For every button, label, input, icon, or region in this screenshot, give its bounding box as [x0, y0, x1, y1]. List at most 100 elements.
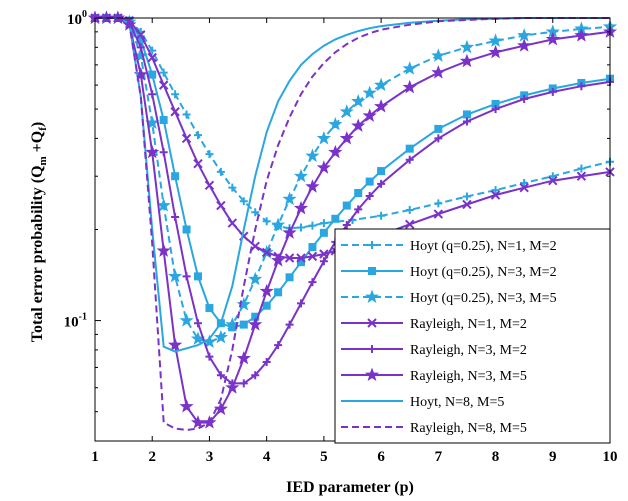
data-point — [362, 85, 377, 100]
data-point — [297, 223, 305, 232]
data-point — [182, 225, 191, 234]
data-point — [145, 144, 160, 159]
data-point — [274, 288, 283, 297]
series-line-2 — [95, 17, 611, 329]
data-point — [305, 179, 320, 193]
data-point — [459, 39, 475, 54]
data-point — [434, 134, 443, 143]
data-point — [339, 130, 354, 145]
data-point — [491, 186, 500, 195]
data-point — [548, 87, 557, 96]
data-point — [274, 341, 283, 350]
legend-label: Hoyt (q=0.25), N=1, M=2 — [410, 239, 557, 254]
legend-marker — [364, 289, 380, 304]
data-point — [374, 99, 389, 113]
data-point — [259, 283, 274, 298]
data-point — [190, 415, 206, 429]
data-point — [216, 200, 226, 211]
data-point — [365, 177, 374, 186]
y-axis-label: Total error probability (Qm +Qf) — [29, 122, 49, 342]
x-tick-label: 9 — [549, 449, 557, 465]
data-point — [576, 171, 587, 181]
series-line-4 — [95, 17, 611, 259]
data-point — [293, 200, 309, 215]
data-point — [285, 320, 294, 329]
data-point — [405, 219, 415, 230]
data-point — [284, 253, 295, 263]
data-point — [328, 116, 343, 131]
data-point — [136, 43, 145, 52]
legend-label: Hoyt (q=0.25), N=3, M=2 — [410, 265, 557, 280]
legend-marker — [368, 345, 376, 353]
data-point — [351, 118, 366, 132]
data-point — [354, 205, 363, 214]
data-point — [488, 33, 503, 47]
data-point — [431, 65, 446, 79]
data-point — [308, 278, 317, 287]
data-point — [204, 180, 215, 190]
series-8 — [95, 17, 610, 432]
data-point — [331, 214, 340, 223]
legend-marker — [367, 318, 377, 328]
data-point — [282, 191, 297, 206]
data-point — [171, 172, 180, 181]
data-point — [159, 148, 168, 157]
y-tick-label: 100 — [67, 9, 87, 28]
series-4 — [90, 13, 615, 263]
data-point — [251, 371, 260, 380]
x-tick-label: 3 — [206, 449, 214, 465]
data-point — [577, 82, 586, 91]
data-point — [194, 131, 202, 140]
data-point — [307, 251, 318, 262]
legend-marker — [368, 241, 376, 249]
data-point — [405, 144, 414, 153]
legend-entry: Hoyt (q=0.25), N=3, M=2 — [341, 265, 557, 280]
data-point — [179, 399, 194, 413]
data-point — [271, 217, 286, 231]
data-point — [342, 220, 351, 229]
legend-marker — [368, 267, 376, 275]
data-point — [239, 379, 248, 388]
data-point — [251, 208, 260, 217]
data-point — [545, 31, 560, 46]
data-point — [213, 401, 228, 416]
data-point — [519, 182, 529, 193]
data-point — [148, 70, 157, 79]
legend-label: Hoyt, N=8, M=5 — [410, 395, 504, 410]
legend-entry: Rayleigh, N=8, M=5 — [341, 421, 527, 436]
legend-entry: Hoyt (q=0.25), N=1, M=2 — [341, 239, 557, 254]
data-point — [316, 160, 331, 174]
data-point — [194, 319, 202, 328]
data-point — [462, 192, 471, 201]
data-point — [156, 198, 171, 212]
data-point — [179, 313, 194, 327]
data-point — [374, 77, 389, 92]
data-point — [405, 205, 414, 214]
data-point — [158, 80, 169, 90]
series-6 — [87, 10, 618, 429]
data-point — [433, 209, 444, 219]
legend-entry: Hoyt, N=8, M=5 — [341, 395, 504, 410]
data-point — [262, 357, 271, 366]
data-point — [328, 144, 343, 159]
data-point — [548, 175, 558, 186]
data-point — [228, 183, 237, 192]
data-point — [308, 243, 317, 252]
legend-marker — [364, 367, 380, 382]
legend-label: Rayleigh, N=8, M=5 — [410, 421, 527, 436]
data-point — [520, 94, 529, 103]
data-point — [250, 241, 260, 252]
series-line-8 — [95, 17, 610, 432]
data-point — [136, 30, 146, 40]
legend-label: Rayleigh, N=3, M=5 — [410, 369, 527, 384]
data-point — [262, 217, 271, 226]
data-point — [297, 299, 305, 308]
data-point — [377, 211, 386, 220]
data-point — [462, 199, 472, 210]
data-point — [239, 320, 248, 329]
legend-entry: Rayleigh, N=3, M=2 — [341, 343, 527, 358]
data-point — [462, 117, 471, 126]
data-point — [490, 190, 501, 200]
data-point — [171, 90, 180, 99]
